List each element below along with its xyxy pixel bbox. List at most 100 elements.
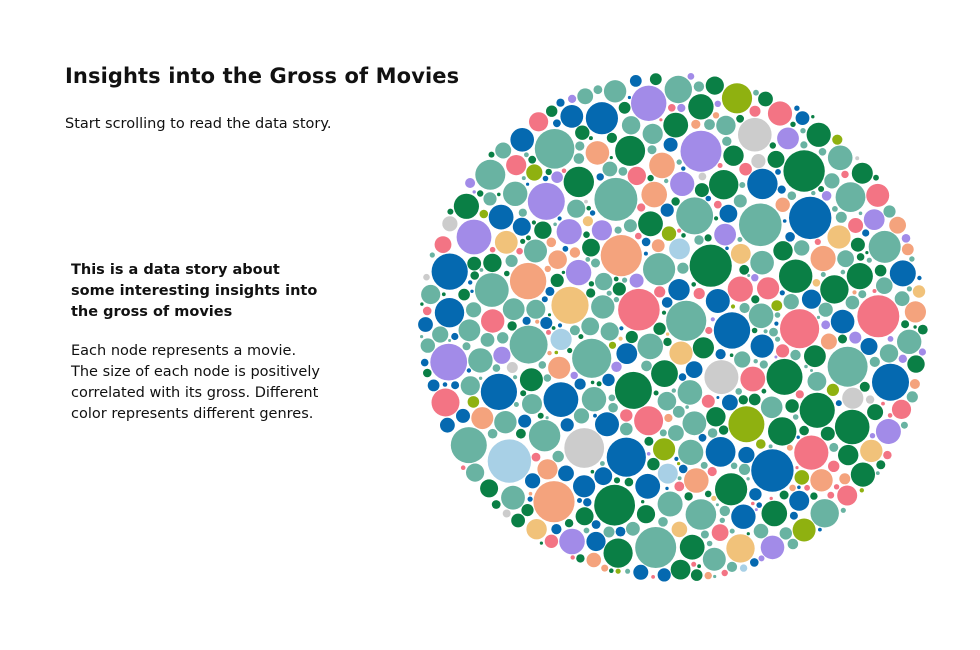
movie-node — [430, 343, 468, 381]
movie-node — [783, 294, 799, 310]
movie-node — [668, 279, 690, 301]
movie-node — [608, 341, 617, 349]
movie-node — [677, 462, 681, 466]
movie-node — [875, 471, 880, 475]
movie-node — [677, 262, 689, 274]
movie-node — [779, 290, 785, 296]
movie-node — [840, 507, 846, 513]
movie-node — [704, 119, 715, 130]
movie-node — [591, 520, 601, 529]
movie-node — [751, 501, 755, 506]
movie-node — [811, 115, 815, 119]
movie-node — [552, 450, 564, 463]
movie-node — [543, 382, 579, 417]
movie-node — [659, 429, 667, 437]
movie-node — [879, 344, 899, 363]
page-title: Insights into the Gross of Movies — [65, 64, 460, 88]
movie-node — [835, 400, 842, 407]
movie-node — [759, 360, 768, 369]
movie-node — [653, 438, 676, 461]
movie-node — [872, 289, 877, 293]
movie-node — [524, 239, 547, 263]
movie-node — [641, 181, 667, 208]
movie-node — [800, 141, 808, 149]
movie-node — [480, 479, 499, 498]
movie-node — [835, 182, 866, 212]
movie-node — [573, 475, 596, 498]
movie-node — [727, 276, 753, 302]
movie-node — [773, 241, 793, 261]
movie-node — [520, 238, 526, 244]
movie-node — [456, 219, 492, 255]
movie-node — [488, 204, 514, 230]
movie-node — [483, 253, 502, 273]
movie-node — [567, 199, 586, 218]
movie-node — [462, 342, 471, 351]
movie-node — [794, 240, 810, 256]
movie-node — [620, 409, 633, 422]
movie-node — [785, 232, 795, 242]
movie-node — [845, 295, 860, 310]
movie-node — [734, 351, 751, 368]
movie-node — [551, 286, 589, 324]
movie-node — [666, 300, 707, 341]
movie-node — [570, 371, 578, 380]
movie-node — [467, 256, 482, 271]
movie-node — [787, 538, 799, 550]
movie-node — [768, 444, 773, 449]
movie-node — [518, 414, 532, 428]
movie-node — [615, 568, 621, 574]
movie-node — [554, 350, 559, 355]
movie-node — [625, 330, 638, 344]
movie-node — [779, 490, 789, 500]
movie-node — [753, 89, 759, 96]
movie-node — [614, 371, 652, 409]
movie-node — [551, 171, 563, 183]
movie-node — [466, 302, 482, 318]
movie-node — [824, 173, 840, 189]
movie-node — [900, 421, 908, 429]
movie-node — [680, 130, 722, 172]
movie-node — [589, 210, 596, 216]
movie-node — [556, 98, 565, 107]
movie-node — [480, 333, 495, 347]
movie-node — [609, 156, 613, 160]
movie-node — [551, 524, 562, 535]
movie-node — [797, 485, 801, 490]
movie-node — [751, 274, 759, 282]
movie-node — [694, 235, 704, 245]
movie-node — [651, 239, 665, 253]
movie-node — [684, 468, 709, 493]
movie-node — [569, 325, 580, 336]
movie-node — [889, 260, 916, 287]
movie-node — [698, 172, 707, 181]
movie-node — [646, 452, 651, 456]
movie-node — [633, 564, 649, 580]
movie-node — [850, 462, 875, 487]
movie-node — [506, 362, 518, 373]
movie-node — [448, 339, 452, 342]
movie-node — [600, 461, 605, 466]
movie-node — [780, 309, 820, 349]
movie-node — [634, 406, 664, 436]
movie-node — [711, 524, 729, 541]
movie-node — [613, 477, 621, 484]
movie-node — [746, 532, 750, 536]
movie-node — [601, 564, 609, 572]
movie-node — [688, 94, 714, 120]
movie-node — [827, 346, 868, 387]
movie-node — [829, 442, 839, 452]
movie-node — [818, 302, 833, 317]
movie-node — [546, 329, 551, 335]
movie-node — [471, 407, 494, 430]
movie-node — [440, 417, 455, 433]
movie-node — [766, 358, 803, 395]
movie-node — [574, 378, 586, 390]
movie-node — [907, 355, 925, 373]
movie-node — [663, 337, 672, 347]
movie-node — [618, 336, 623, 341]
movie-node — [495, 142, 512, 159]
movie-node — [719, 505, 730, 517]
movie-node — [458, 288, 470, 301]
movie-node — [586, 205, 591, 211]
